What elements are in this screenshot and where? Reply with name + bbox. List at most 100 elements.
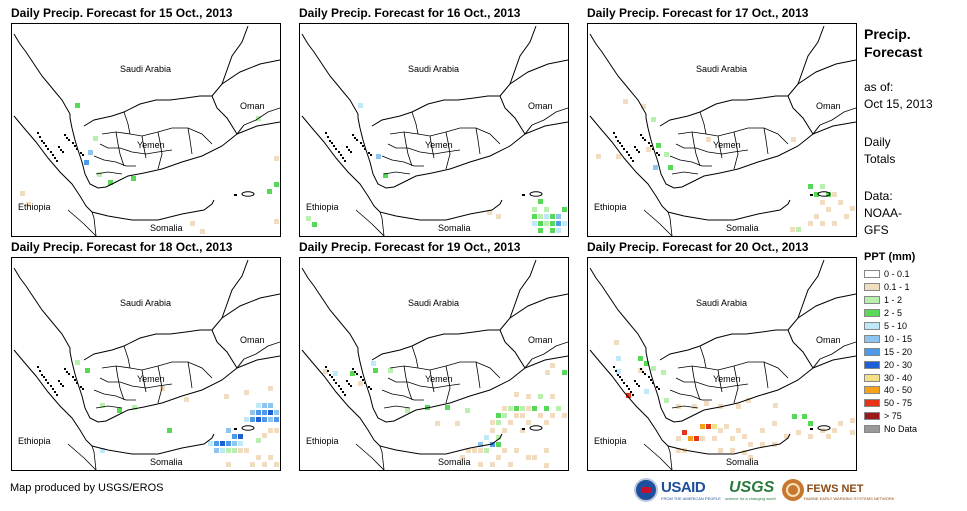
precip-cell — [238, 441, 243, 446]
precip-cell — [790, 227, 795, 232]
precip-cell — [85, 368, 90, 373]
logos: USAID FROM THE AMERICAN PEOPLE USGS scie… — [634, 476, 894, 504]
coastline — [221, 259, 249, 319]
coastline — [524, 121, 568, 135]
coastline — [357, 351, 533, 423]
island — [652, 148, 654, 150]
precip-map: Saudi Arabia Oman Yemen Ethiopia Somalia — [299, 23, 569, 237]
island — [50, 151, 52, 153]
map-label-oman: Oman — [240, 101, 265, 111]
usaid-seal-icon — [634, 478, 658, 502]
island — [632, 394, 634, 396]
precip-cell — [244, 390, 249, 395]
precip-cell — [358, 103, 363, 108]
admin-boundary — [475, 127, 481, 155]
island — [350, 151, 352, 153]
precip-cell — [514, 413, 519, 418]
precip-cell — [520, 413, 525, 418]
precip-cell — [274, 182, 279, 187]
coastline — [371, 329, 526, 369]
coastline — [301, 33, 359, 118]
island — [45, 379, 47, 381]
admin-boundary — [243, 341, 280, 360]
precip-cell — [556, 214, 561, 219]
legend-data-source: Data: NOAA- GFS — [864, 189, 903, 237]
precip-cell — [550, 214, 555, 219]
coastline — [13, 267, 71, 352]
admin-boundary — [383, 171, 411, 175]
precip-cell — [850, 430, 855, 435]
legend-swatch — [864, 322, 880, 330]
precip-cell — [484, 448, 489, 453]
legend-swatch — [864, 309, 880, 318]
legend-item: 50 - 75 — [864, 397, 917, 410]
legend-item: > 75 — [864, 410, 917, 423]
island — [45, 145, 47, 147]
precip-cell — [664, 152, 669, 157]
island — [634, 146, 636, 148]
precip-cell — [256, 403, 261, 408]
admin-boundary — [763, 127, 769, 155]
precip-cell — [502, 428, 507, 433]
coastline — [589, 115, 791, 221]
island — [58, 146, 60, 148]
precip-cell — [826, 192, 831, 197]
precip-cell — [435, 421, 440, 426]
map-credit: Map produced by USGS/EROS — [10, 482, 164, 494]
precip-cell — [502, 406, 507, 411]
island — [658, 154, 660, 156]
forecast-panel: Daily Precip. Forecast for 18 Oct., 2013… — [11, 240, 281, 472]
island — [329, 374, 331, 376]
precip-cell — [532, 207, 537, 212]
forecast-panel: Daily Precip. Forecast for 16 Oct., 2013… — [299, 6, 569, 238]
precip-cell — [520, 406, 525, 411]
island — [56, 160, 58, 162]
coastline — [221, 25, 249, 85]
island — [650, 379, 652, 381]
island — [656, 386, 658, 388]
precip-cell — [742, 434, 747, 439]
island — [338, 385, 340, 387]
coastline — [67, 209, 97, 236]
precip-cell — [460, 455, 465, 460]
precip-cell — [312, 222, 317, 227]
coastline — [69, 117, 245, 189]
map-label-saudi: Saudi Arabia — [696, 298, 748, 308]
island — [348, 149, 350, 151]
island — [52, 154, 54, 156]
precip-cell — [532, 214, 537, 219]
coastline — [643, 443, 673, 470]
precip-cell — [724, 424, 729, 429]
socotra-island — [817, 191, 831, 197]
admin-boundary — [429, 369, 435, 393]
precip-cell — [651, 117, 656, 122]
precip-cell — [465, 408, 470, 413]
island — [68, 139, 70, 141]
island — [344, 160, 346, 162]
island — [360, 142, 362, 144]
map-label-yemen: Yemen — [137, 140, 165, 150]
island — [331, 376, 333, 378]
island — [360, 376, 362, 378]
precip-cell — [832, 428, 837, 433]
island — [370, 388, 372, 390]
precip-cell — [220, 448, 225, 453]
map-canvas — [301, 259, 568, 470]
coastline — [645, 351, 821, 423]
precip-cell — [562, 207, 567, 212]
precip-cell — [550, 221, 555, 226]
precip-map: Saudi Arabia Oman Yemen Ethiopia Somalia — [299, 257, 569, 471]
precip-cell — [550, 413, 555, 418]
island — [60, 149, 62, 151]
legend-swatch — [864, 425, 880, 434]
socotra-island — [817, 425, 831, 431]
precip-cell — [220, 441, 225, 446]
precip-cell — [656, 143, 661, 148]
precip-cell — [526, 406, 531, 411]
precip-cell — [808, 221, 813, 226]
legend-asof: as of: Oct 15, 2013 — [864, 80, 933, 111]
precip-cell — [802, 414, 807, 419]
admin-boundary — [99, 377, 173, 389]
map-label-somalia: Somalia — [438, 223, 471, 233]
precip-cell — [84, 160, 89, 165]
